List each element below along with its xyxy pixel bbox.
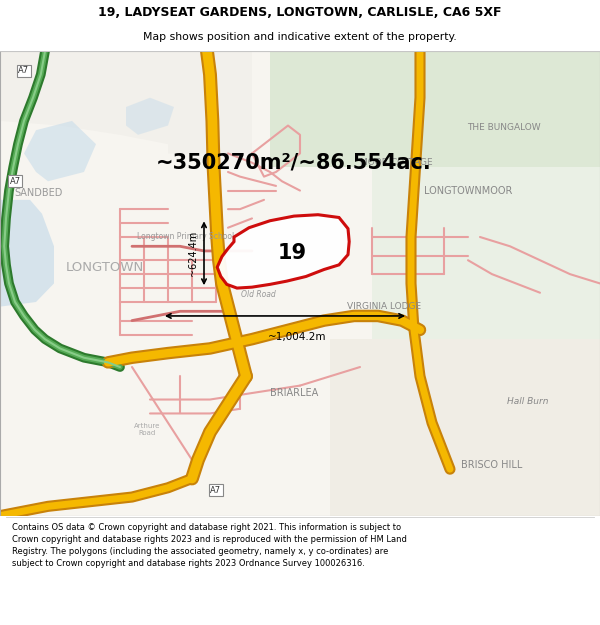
Text: A7: A7: [19, 66, 29, 75]
Text: Longtown Primary School: Longtown Primary School: [137, 232, 235, 241]
Text: LONGTOWN: LONGTOWN: [66, 261, 144, 274]
Text: ~1,004.2m: ~1,004.2m: [268, 332, 326, 342]
Text: Contains OS data © Crown copyright and database right 2021. This information is : Contains OS data © Crown copyright and d…: [12, 523, 407, 568]
Polygon shape: [24, 121, 96, 181]
Text: 19: 19: [278, 243, 307, 263]
Text: Old Road: Old Road: [241, 290, 275, 299]
Text: THE BUNGALOW: THE BUNGALOW: [467, 123, 541, 132]
Polygon shape: [0, 200, 54, 307]
Text: BRIARLEA: BRIARLEA: [270, 388, 318, 398]
Text: A7: A7: [211, 486, 221, 494]
Text: BRISCO HILL: BRISCO HILL: [461, 459, 523, 469]
Polygon shape: [330, 339, 600, 516]
Text: Map shows position and indicative extent of the property.: Map shows position and indicative extent…: [143, 32, 457, 42]
Polygon shape: [126, 98, 174, 135]
Text: ~350270m²/~86.554ac.: ~350270m²/~86.554ac.: [156, 152, 432, 173]
Polygon shape: [0, 51, 252, 153]
Text: Hall Burn: Hall Burn: [507, 398, 549, 406]
Text: SANDBED: SANDBED: [15, 188, 63, 198]
Text: ~624.4m: ~624.4m: [188, 231, 198, 276]
Text: VIRGINIA LODGE: VIRGINIA LODGE: [347, 302, 421, 311]
Text: MOOR COTTAGE: MOOR COTTAGE: [359, 158, 433, 168]
Polygon shape: [217, 215, 349, 288]
Text: A7: A7: [10, 177, 20, 186]
Text: 19, LADYSEAT GARDENS, LONGTOWN, CARLISLE, CA6 5XF: 19, LADYSEAT GARDENS, LONGTOWN, CARLISLE…: [98, 6, 502, 19]
Polygon shape: [270, 51, 600, 168]
Text: Arthure
Road: Arthure Road: [134, 423, 160, 436]
Text: LONGTOWNMOOR: LONGTOWNMOOR: [424, 186, 512, 196]
Polygon shape: [372, 168, 600, 339]
